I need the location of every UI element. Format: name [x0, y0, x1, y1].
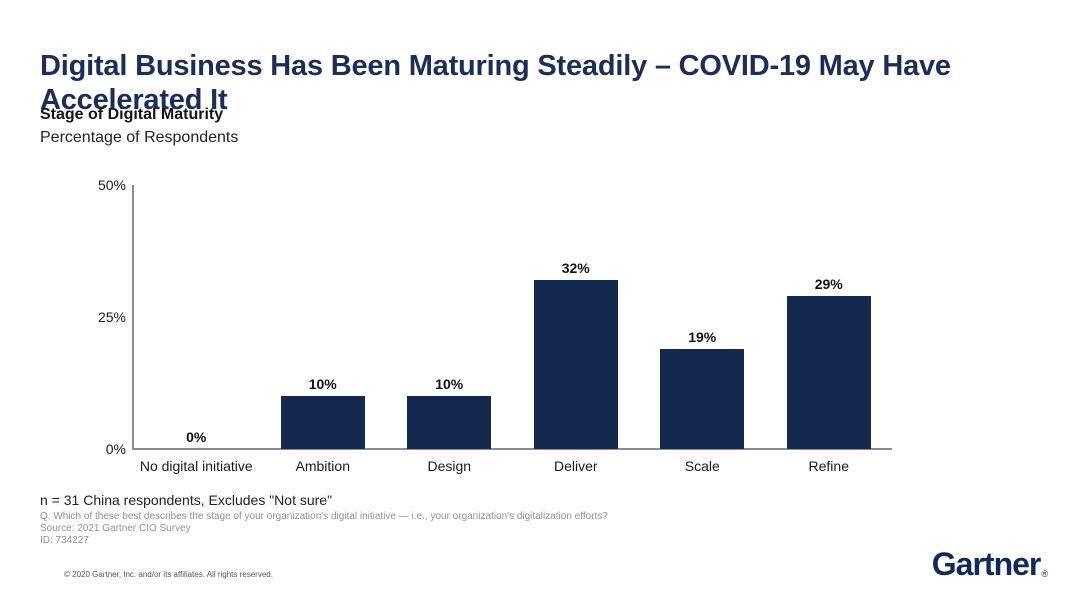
y-axis-tick-label: 0% [105, 441, 126, 457]
bar-deliver [533, 280, 618, 449]
y-axis-line [132, 185, 134, 449]
gartner-logo-text: Gartner [931, 546, 1042, 582]
footnote-sample: n = 31 China respondents, Excludes "Not … [40, 492, 333, 508]
x-axis-label: Ambition [295, 458, 350, 474]
gartner-logo: Gartner® [931, 546, 1048, 589]
bar-design [407, 396, 492, 449]
registered-mark-icon: ® [1041, 569, 1048, 579]
x-axis-label: Deliver [553, 458, 598, 474]
bar-value-label: 19% [688, 328, 717, 345]
chart-subheading: Percentage of Respondents [40, 129, 239, 146]
bar-ambition [280, 396, 365, 449]
bar-value-label: 0% [186, 429, 207, 445]
footnote-source: Source: 2021 Gartner CIO Survey [40, 523, 191, 534]
bar-value-label: 10% [308, 376, 337, 393]
bar-value-label: 29% [814, 275, 843, 292]
x-axis-label: Scale [684, 458, 720, 474]
bar-refine [786, 295, 871, 449]
y-axis-tick-label: 25% [97, 309, 126, 325]
chart-heading: Stage of Digital Maturity [40, 106, 224, 123]
x-axis-label: Design [427, 458, 472, 474]
bar-value-label: 10% [435, 376, 464, 393]
copyright-text: © 2020 Gartner, Inc. and/or its affiliat… [64, 570, 273, 579]
bar-scale [660, 348, 745, 449]
bar-value-label: 32% [561, 260, 590, 277]
x-axis-label: Refine [808, 458, 849, 474]
footnote-question: Q. Which of these best describes the sta… [40, 511, 608, 522]
x-axis-line [132, 448, 892, 450]
y-axis-tick-label: 50% [97, 177, 126, 193]
x-axis-label: No digital initiative [139, 458, 253, 474]
footnote-id: ID: 734227 [40, 535, 89, 546]
page-title: Digital Business Has Been Maturing Stead… [40, 50, 951, 117]
